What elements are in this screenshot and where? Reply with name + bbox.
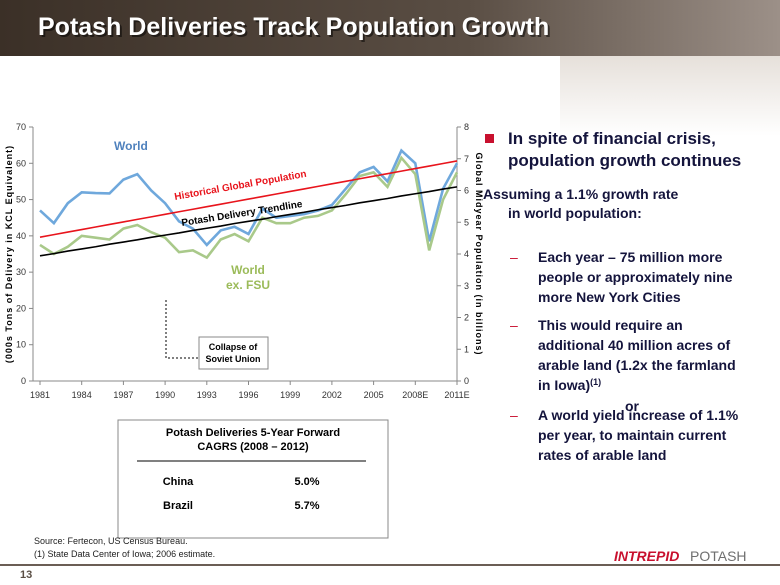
footnote-mark: (1) [590,377,601,387]
or-text: or [625,398,640,414]
source: Source: Fertecon, US Census Bureau. [34,536,188,546]
y2-tick-label: 8 [464,122,469,132]
y-tick-label: 50 [16,195,26,205]
point-text: A world yield increase of 1.1% [538,407,739,423]
dash: – [510,317,518,333]
logo: INTREPID [614,548,679,564]
table-cell: Brazil [163,500,193,512]
point-text: in Iowa)(1) [538,377,601,393]
series-line [39,148,459,247]
point-text: additional 40 million acres of [538,337,730,353]
x-tick-label: 2008E [402,390,428,400]
series-line [39,160,458,238]
x-tick-label: 1990 [155,390,175,400]
sub-text: in world population: [508,205,642,221]
y-axis-label: (000s Tons of Delivery in KCL Equivalent… [4,145,14,363]
x-tick-label: 1999 [280,390,300,400]
x-tick-label: 1993 [197,390,217,400]
table-title: Potash Deliveries 5-Year Forward [166,427,340,439]
table-title: CAGRS (2008 – 2012) [197,441,309,453]
table-box [117,419,389,539]
header-bar [0,0,780,56]
title: Potash Deliveries Track Population Growt… [38,13,549,41]
source: (1) State Data Center of Iowa; 2006 esti… [34,549,215,559]
sub-text: Assuming a 1.1% growth rate [483,186,678,202]
x-tick-label: 2011E [444,390,469,400]
series-label: World [114,139,148,153]
x-tick-label: 1987 [113,390,133,400]
x-tick-label: 1996 [238,390,258,400]
y2-tick-label: 5 [464,217,469,227]
y2-tick-label: 4 [464,249,469,259]
annotation: Soviet Union [205,354,260,364]
y-tick-label: 10 [16,340,26,350]
point-text: This would require an [538,317,683,333]
y-tick-label: 30 [16,267,26,277]
x-tick-label: 2002 [322,390,342,400]
table-cell: 5.0% [294,476,319,488]
y-tick-label: 40 [16,231,26,241]
y-tick-label: 0 [21,376,26,386]
page-number: 13 [20,569,32,581]
header-fade [560,56,780,136]
table-cell: China [163,476,194,488]
y-tick-label: 70 [16,122,26,132]
y2-tick-label: 2 [464,313,469,323]
y-tick-label: 20 [16,303,26,313]
point-text: more New York Cities [538,289,681,305]
bullet-text: population growth continues [508,151,741,170]
y2-tick-label: 7 [464,154,469,164]
y2-tick-label: 3 [464,281,469,291]
annotation: Collapse of [209,342,259,352]
title-shadow: Potash Deliveries Track Population Growt… [40,15,551,43]
x-tick-label: 2005 [364,390,384,400]
callout-box [198,336,269,370]
y2-tick-label: 6 [464,186,469,196]
point-text: per year, to maintain current [538,427,727,443]
series-line [39,155,459,260]
bullet-square [485,134,494,143]
series-label-text: World ex. FSU [225,263,270,292]
point-text: Each year – 75 million more [538,249,723,265]
callout-line [165,300,199,359]
x-tick-label: 1981 [30,390,50,400]
y2-axis-label: Global Midyear Population (in billions) [474,152,484,355]
logo: POTASH [690,548,747,564]
point-text: rates of arable land [538,447,666,463]
points: – Each year – 75 million more people or ap… [510,249,739,463]
point-text: people or approximately nine [538,269,733,285]
table-cell: 5.7% [294,500,319,512]
series-line [39,186,458,257]
y2-tick-label: 0 [464,376,469,386]
y2-tick-label: 1 [464,344,469,354]
x-tick-label: 1984 [72,390,92,400]
series-label: World ex. FSU [225,263,270,292]
bullet-text: In spite of financial crisis, [508,129,716,148]
point-text: arable land (1.2x the farmland [538,357,736,373]
y-tick-label: 60 [16,158,26,168]
dash: – [510,407,518,423]
dash: – [510,249,518,265]
